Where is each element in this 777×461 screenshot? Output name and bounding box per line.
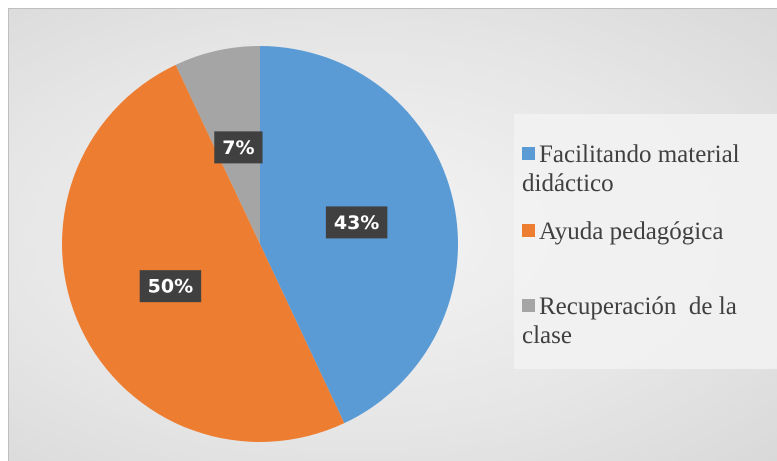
data-label-text: 7% [222,137,254,159]
legend-text: Recuperación de la clase [522,293,744,349]
data-label: 50% [139,270,202,303]
data-label-box [139,270,202,303]
data-label-text: 43% [334,212,379,234]
data-label: 43% [325,206,388,239]
legend-swatch [522,147,535,160]
legend-item: Ayuda pedagógica [522,217,772,246]
data-label-box [325,206,388,239]
pie-slice [61,64,345,442]
legend-item: Recuperación de la clase [522,292,772,350]
data-label: 7% [214,131,263,164]
chart: 43% 50% 7% [61,46,458,442]
chart-area: 43% 50% 7% Facilitando material didáctico A… [8,8,777,461]
legend-item: Facilitando material didáctico [522,140,772,198]
legend: Facilitando material didáctico Ayuda peda… [514,114,777,369]
data-label-box [214,131,263,164]
legend-text: Ayuda pedagógica [539,218,724,245]
legend-swatch [522,224,535,237]
legend-text: Facilitando material didáctico [522,141,746,197]
data-label-text: 50% [148,276,193,298]
legend-swatch [522,299,535,312]
